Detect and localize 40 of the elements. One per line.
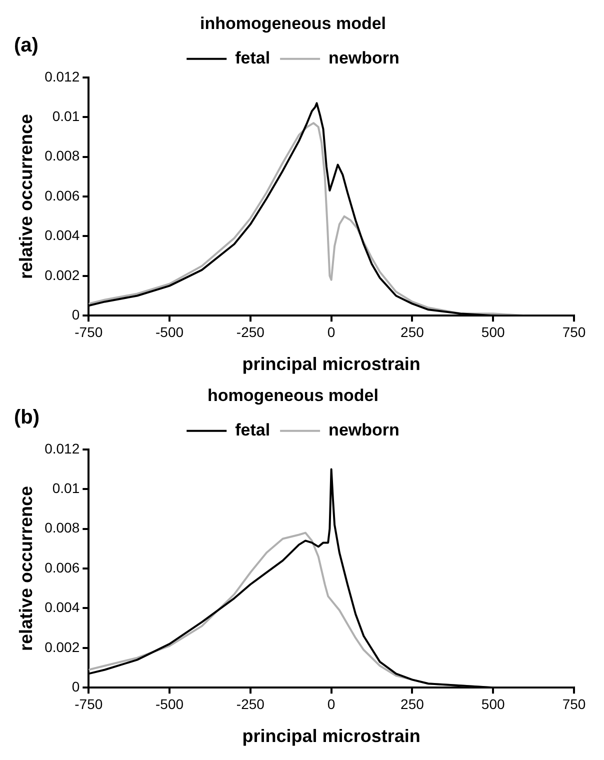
y-tick-label: 0 bbox=[72, 306, 80, 322]
y-tick-label: 0.01 bbox=[52, 108, 80, 124]
y-tick-label: 0.008 bbox=[44, 148, 80, 164]
x-axis-title: principal microstrain bbox=[242, 354, 420, 374]
x-tick-label: 250 bbox=[400, 696, 424, 712]
y-tick-label: 0.012 bbox=[44, 68, 80, 84]
y-axis-title: relative occurrence bbox=[16, 114, 36, 280]
y-tick-label: 0.002 bbox=[44, 638, 80, 655]
y-tick-label: 0.01 bbox=[52, 480, 80, 496]
y-axis-title: relative occurrence bbox=[16, 486, 36, 652]
x-tick-label: 500 bbox=[481, 696, 505, 712]
x-tick-label: -250 bbox=[236, 324, 265, 340]
chart-title: inhomogeneous model bbox=[200, 14, 386, 33]
y-tick-label: 0 bbox=[72, 678, 80, 694]
y-tick-label: 0.006 bbox=[44, 187, 80, 204]
x-tick-label: -750 bbox=[74, 324, 103, 340]
y-tick-label: 0.008 bbox=[44, 520, 80, 536]
text: (b) bbox=[14, 406, 40, 429]
x-tick-label: 750 bbox=[562, 696, 586, 712]
y-tick-label: 0.006 bbox=[44, 559, 80, 576]
legend-label: fetal bbox=[235, 48, 270, 68]
y-tick-label: 0.012 bbox=[44, 440, 80, 456]
x-tick-label: -500 bbox=[156, 696, 184, 712]
x-tick-label: 500 bbox=[481, 324, 505, 340]
x-tick-label: -250 bbox=[236, 696, 265, 712]
x-tick-label: 750 bbox=[562, 324, 586, 340]
y-tick-label: 0.002 bbox=[44, 266, 80, 283]
text: (a) bbox=[14, 34, 38, 57]
x-tick-label: 0 bbox=[327, 696, 336, 712]
x-axis-title: principal microstrain bbox=[242, 726, 420, 746]
legend-label: fetal bbox=[235, 420, 270, 440]
x-tick-label: 250 bbox=[400, 324, 424, 340]
x-tick-label: -750 bbox=[74, 696, 103, 712]
x-tick-label: -500 bbox=[156, 324, 184, 340]
x-tick-label: 0 bbox=[327, 324, 336, 340]
legend-label: newborn bbox=[328, 48, 400, 68]
chart-title: homogeneous model bbox=[208, 386, 378, 405]
y-tick-label: 0.004 bbox=[44, 227, 80, 244]
y-tick-label: 0.004 bbox=[44, 599, 80, 616]
legend-label: newborn bbox=[328, 420, 400, 440]
